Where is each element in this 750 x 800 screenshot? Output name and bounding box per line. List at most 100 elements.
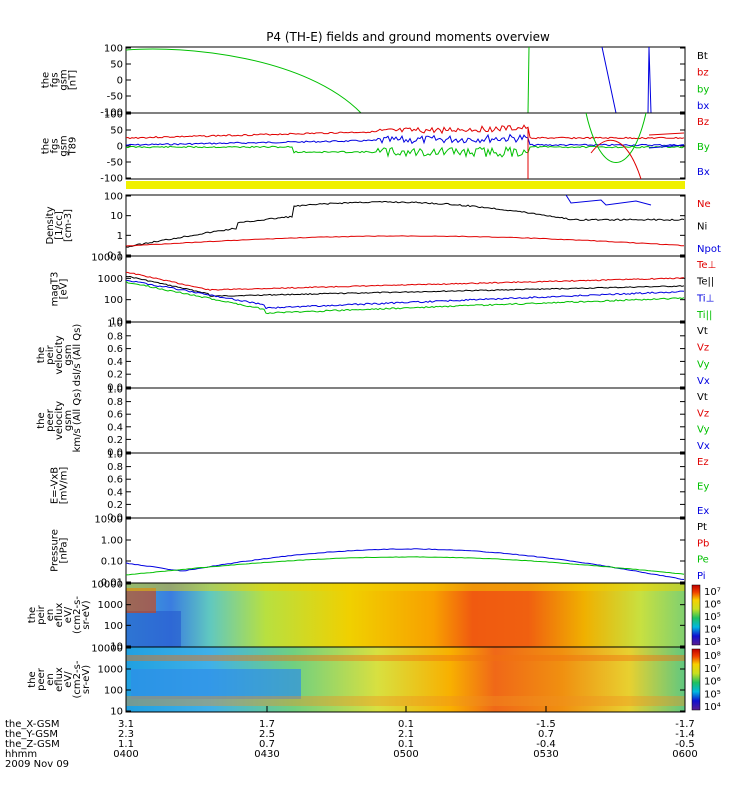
colorbar-tick-label: 10⁶ (704, 600, 721, 611)
y-tick-label: 0.10 (101, 557, 123, 568)
spectrogram-hot-patch (126, 588, 156, 613)
panel-temp: 10000 1000 100 10 magT3[eV] Te⊥ Te|| Ti⊥ Ti|| (50, 253, 717, 328)
x-axis-row-label: hhmm (5, 749, 37, 760)
y-tick-label: 0.0 (107, 448, 123, 459)
x-tick-label: 1.7 (259, 719, 275, 730)
y-tick-label: 0.4 (107, 357, 123, 368)
x-tick-label: 2.5 (259, 729, 275, 740)
trace-Te-perp (125, 271, 684, 291)
y-tick-label: 0.8 (107, 462, 123, 473)
y-tick-label: 1000 (98, 600, 123, 611)
colorbar-tick-label: 10⁴ (704, 625, 721, 636)
y-axis-label: the (27, 607, 38, 623)
panel-ve: 1.00.80.60.40.20.0thepeervelocitygsmkm/s… (36, 385, 710, 459)
colorbar (691, 584, 701, 646)
legend-entry: Vx (697, 441, 710, 452)
y-axis-label: fgs (50, 72, 61, 87)
trace-Ti-perp (125, 279, 685, 310)
y-tick-label: 10.00 (94, 515, 123, 526)
spectrogram-low-energy-patch (131, 669, 301, 699)
spectrogram-top-band (126, 583, 685, 591)
y-axis-label: Pressure (50, 529, 61, 572)
panel-vi: 1.00.80.60.40.20.0thepeirvelocitygsmdsl/… (36, 319, 710, 394)
date-label: 2009 Nov 09 (5, 759, 69, 770)
y-axis-label: the (41, 72, 52, 88)
y-tick-label: 100 (104, 621, 123, 632)
y-tick-label: 10000 (91, 644, 123, 655)
y-axis-label: peir (36, 604, 47, 624)
y-tick-label: 0 (117, 76, 123, 87)
y-axis-label: the (27, 671, 38, 687)
y-tick-label: 100 (104, 295, 123, 306)
panel-frame (125, 321, 686, 389)
y-axis-label: peer (45, 408, 56, 432)
x-axis-row-label: the_X-GSM (5, 719, 59, 730)
y-axis-label: eflux (54, 667, 65, 692)
x-tick-label: 0.7 (538, 729, 554, 740)
x-tick-label: 3.1 (118, 719, 134, 730)
y-axis-label: [cm-3] (63, 209, 74, 242)
spectrogram-high-energy-band (126, 655, 685, 661)
x-tick-label: -0.5 (675, 739, 695, 750)
y-tick-label: 100 (104, 192, 123, 203)
legend-entry: Bz (697, 117, 709, 128)
trace-Te-par (125, 275, 685, 297)
x-tick-label: 0500 (393, 749, 418, 760)
y-axis-label: [1/cc] (54, 211, 65, 240)
y-tick-label: 0.4 (107, 487, 123, 498)
legend-entry: Bx (697, 167, 710, 178)
trace-By-swing (585, 112, 647, 163)
legend-entry: Npot (697, 244, 721, 255)
colorbar-tick-label: 10⁵ (704, 612, 721, 623)
y-axis-label: [eV] (59, 279, 70, 300)
x-tick-label: 0400 (113, 749, 138, 760)
legend-entry: Te|| (696, 277, 714, 288)
legend-entry: Bt (697, 51, 708, 62)
y-axis-label: the (36, 347, 47, 363)
y-tick-label: 10 (110, 317, 123, 328)
trace-Pe (125, 556, 685, 576)
y-axis-label: sr-eV) (81, 600, 92, 629)
legend-entry: Vt (697, 326, 708, 337)
y-axis-label: eV/ (63, 671, 74, 688)
y-axis-label: en (45, 609, 56, 622)
legend-entry: Pe (697, 555, 709, 566)
y-axis-label: dsl/s (All Qs) (72, 324, 83, 387)
y-axis-label: [nPa] (59, 537, 70, 563)
legend-entry: Ex (697, 506, 709, 517)
spectrogram-low-energy-patch (126, 611, 181, 647)
panel-frame (125, 517, 686, 584)
y-axis-label: km/s (All Qs) (72, 389, 83, 453)
y-axis-label: gsm (59, 135, 70, 156)
legend-entry: Vy (697, 359, 710, 370)
y-tick-label: 1.0 (107, 385, 123, 396)
y-tick-label: -50 (107, 158, 123, 169)
trace-Ti-par (125, 281, 685, 315)
legend-entry: Ti|| (696, 310, 712, 321)
panel-frame (125, 112, 686, 180)
y-tick-label: 0.1 (107, 251, 123, 262)
y-tick-label: 50 (110, 60, 123, 71)
x-tick-label: 0.1 (398, 739, 414, 750)
y-tick-label: 1000 (98, 274, 123, 285)
x-tick-label: 0.1 (398, 719, 414, 730)
trace-bx-spike (647, 46, 652, 114)
colorbar-tick-label: 10³ (704, 637, 721, 648)
y-tick-label: 1.00 (101, 536, 123, 547)
y-axis-label: peer (36, 667, 47, 691)
x-tick-label: 0430 (254, 749, 279, 760)
panel-efield: 1.00.8 0.60.4 0.2 0.0 E=-VxB[mV/m] Ez Ey Ex (50, 450, 710, 524)
colorbar-tick-label: 10⁶ (704, 677, 721, 688)
x-tick-label: 0600 (672, 749, 697, 760)
x-tick-label: -1.5 (536, 719, 556, 730)
legend-entry: Pb (697, 538, 709, 549)
y-tick-label: 0.6 (107, 344, 123, 355)
legend-entry: by (697, 84, 709, 95)
panel-frame (125, 387, 686, 454)
y-axis-label: the (36, 412, 47, 428)
x-tick-label: 2.3 (118, 729, 134, 740)
legend-entry: Ti⊥ (696, 293, 714, 304)
legend-entry: By (697, 142, 710, 153)
